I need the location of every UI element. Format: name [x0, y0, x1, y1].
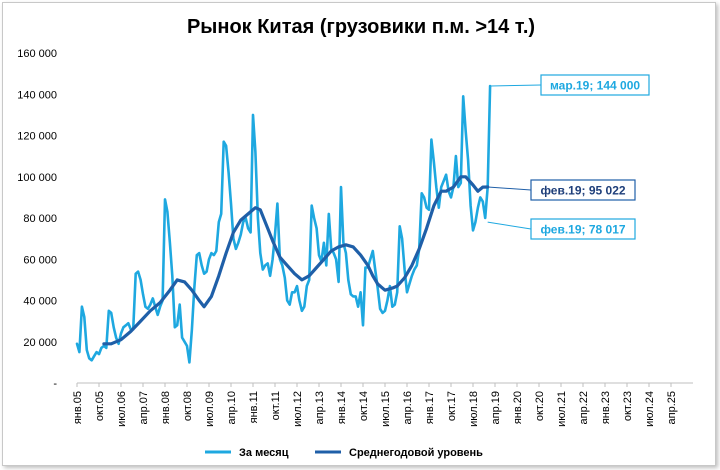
x-tick-label: апр.13	[314, 391, 326, 424]
legend: За месяц Среднегодовой уровень	[205, 447, 483, 459]
y-tick-label: 120 000	[17, 131, 57, 143]
x-tick-label: апр.16	[402, 391, 414, 424]
y-axis-ticks: - 20 000 40 000 60 000 80 000 100 000 120 000 1…	[17, 48, 57, 390]
x-tick-label: янв.20	[512, 391, 524, 424]
x-tick-label: янв.14	[336, 391, 348, 424]
chart-title: Рынок Китая (грузовики п.м. >14 т.)	[187, 16, 535, 38]
y-tick-label: -	[53, 378, 57, 390]
x-tick-label: окт.17	[446, 391, 458, 421]
callouts: мар.19; 144 000 фев.19; 95 022 фев.19; 78 …	[487, 74, 650, 240]
x-tick-label: июл.21	[556, 391, 568, 427]
callout-leader	[490, 84, 542, 87]
x-tick-label: июл.12	[292, 391, 304, 427]
x-tick-label: июл.06	[116, 391, 128, 427]
x-tick-label: апр.22	[578, 391, 590, 424]
y-tick-label: 60 000	[23, 254, 57, 266]
x-tick-label: янв.11	[248, 391, 260, 423]
x-tick-label: апр.25	[666, 391, 678, 424]
callout-label: фев.19; 78 017	[540, 223, 625, 237]
x-tick-label: окт.20	[534, 391, 546, 421]
x-tick-label: апр.07	[138, 391, 150, 424]
callout-label: мар.19; 144 000	[550, 79, 640, 93]
callout-box	[530, 218, 636, 240]
x-tick-label: июл.24	[644, 391, 656, 427]
y-tick-label: 100 000	[17, 172, 57, 184]
x-tick-label: окт.08	[182, 391, 194, 421]
x-tick-label: окт.14	[358, 391, 370, 421]
y-tick-label: 40 000	[23, 296, 57, 308]
x-tick-label: окт.23	[622, 391, 634, 421]
callout-leader	[487, 221, 532, 230]
x-tick-label: июл.18	[468, 391, 480, 427]
x-tick-label: янв.23	[600, 391, 612, 424]
callout-box	[540, 74, 650, 96]
x-tick-label: июл.15	[380, 391, 392, 427]
legend-label-monthly: За месяц	[239, 447, 289, 459]
x-tick-label: апр.10	[226, 391, 238, 424]
callout-box	[530, 179, 636, 201]
y-tick-label: 160 000	[17, 48, 57, 60]
series-line-monthly	[75, 84, 492, 364]
callout-leader	[487, 186, 532, 191]
y-tick-label: 20 000	[23, 337, 57, 349]
x-tick-label: янв.05	[72, 391, 84, 424]
series-lines	[75, 84, 492, 364]
x-tick-label: янв.08	[160, 391, 172, 424]
y-tick-label: 140 000	[17, 89, 57, 101]
x-tick-label: апр.19	[490, 391, 502, 424]
x-tick-label: окт.11	[270, 391, 282, 420]
chart-svg: Рынок Китая (грузовики п.м. >14 т.) - 20 …	[17, 16, 693, 459]
x-axis-ticks: янв.05 окт.05 июл.06 апр.07 янв.08 окт.08 июл.…	[72, 383, 678, 427]
series-line-annual-average	[102, 175, 490, 346]
x-tick-label: янв.17	[424, 391, 436, 424]
callout-label: фев.19; 95 022	[540, 184, 625, 198]
x-tick-label: июл.09	[204, 391, 216, 427]
chart-frame: Рынок Китая (грузовики п.м. >14 т.) - 20 …	[2, 2, 716, 466]
y-tick-label: 80 000	[23, 213, 57, 225]
x-tick-label: окт.05	[94, 391, 106, 421]
legend-label-annual-average: Среднегодовой уровень	[349, 447, 483, 459]
